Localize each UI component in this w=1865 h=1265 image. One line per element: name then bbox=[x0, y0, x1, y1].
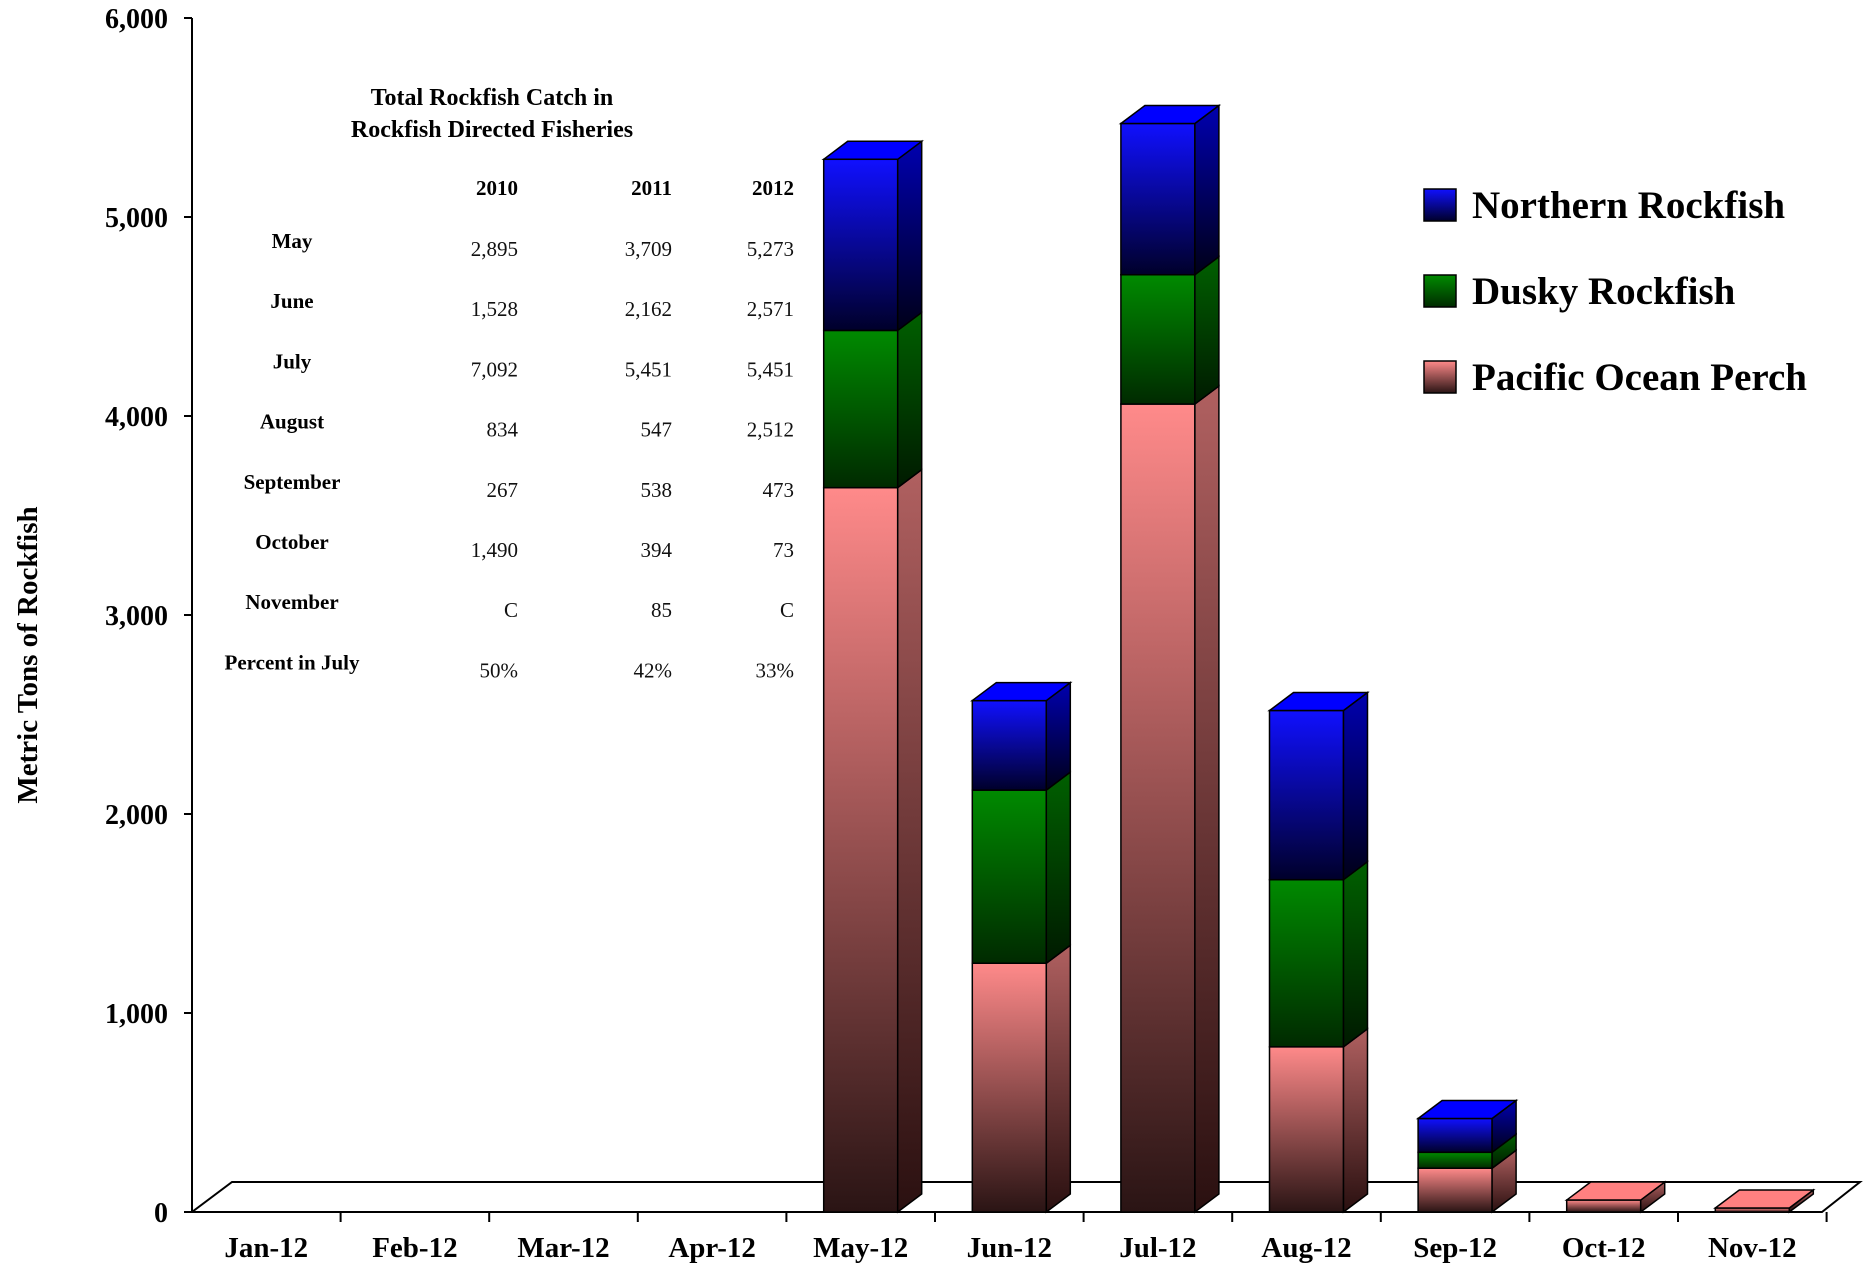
table-cell: 2,162 bbox=[625, 297, 672, 321]
table-cell: 3,709 bbox=[625, 237, 672, 261]
x-tick-label: May-12 bbox=[813, 1232, 908, 1264]
x-tick-label: Nov-12 bbox=[1708, 1232, 1797, 1264]
table-cell: 834 bbox=[487, 418, 519, 442]
y-tick-label: 2,000 bbox=[105, 800, 168, 831]
y-tick-label: 3,000 bbox=[105, 601, 168, 632]
legend-swatch bbox=[1423, 360, 1457, 394]
bar-segment-northern-rockfish bbox=[821, 139, 924, 332]
table-row-label: October bbox=[255, 530, 328, 554]
legend-item: Pacific Ocean Perch bbox=[1423, 356, 1807, 399]
bar-segment-northern-rockfish bbox=[970, 681, 1073, 792]
table-cell: 2,895 bbox=[471, 237, 518, 261]
table-title-line1: Total Rockfish Catch in bbox=[371, 85, 613, 111]
bar-segment-pacific-ocean-perch bbox=[1417, 1148, 1517, 1214]
bar-segment-northern-rockfish bbox=[1267, 691, 1370, 882]
table-cell: 538 bbox=[641, 478, 673, 502]
table-cell: C bbox=[504, 598, 518, 622]
x-tick-label: Jun-12 bbox=[967, 1232, 1052, 1264]
table-row-label: June bbox=[270, 289, 313, 313]
x-tick-label: Jul-12 bbox=[1119, 1232, 1196, 1264]
bar-segment-dusky-rockfish bbox=[1120, 255, 1220, 406]
x-tick-label: Jan-12 bbox=[224, 1232, 308, 1264]
table-cell: 2,571 bbox=[747, 297, 794, 321]
bar-segment-dusky-rockfish bbox=[1268, 860, 1369, 1049]
table-cell: C bbox=[780, 598, 794, 622]
table-title-line2: Rockfish Directed Fisheries bbox=[351, 117, 633, 143]
table-col-header: 2010 bbox=[476, 176, 518, 200]
x-ticks: Jan-12 Feb-12 Mar-12 Apr-12 May-12 Jun-12 Jul-… bbox=[224, 1212, 1828, 1264]
table-cell: 42% bbox=[634, 658, 673, 682]
table-cell: 1,490 bbox=[471, 538, 518, 562]
table-cell: 547 bbox=[641, 418, 673, 442]
table-cell: 473 bbox=[763, 478, 795, 502]
bar-segment-pacific-ocean-perch bbox=[822, 468, 923, 1214]
table-cell: 5,273 bbox=[747, 237, 794, 261]
y-tick-label: 4,000 bbox=[105, 402, 168, 433]
bar-segment-northern-rockfish bbox=[1118, 103, 1222, 277]
table-body: 2010 2011 2012 May 2,895 3,709 5,273 June 1,528 2… bbox=[225, 176, 794, 682]
bar-segment-dusky-rockfish bbox=[971, 770, 1072, 965]
bar-segment-pacific-ocean-perch bbox=[1268, 1027, 1369, 1214]
inset-table: Total Rockfish Catch in Rockfish Directe… bbox=[225, 85, 794, 682]
table-row-label: May bbox=[272, 229, 313, 253]
bars-group bbox=[821, 103, 1816, 1214]
legend-swatch bbox=[1423, 188, 1457, 222]
y-axis-label: Metric Tons of Rockfish bbox=[12, 506, 44, 803]
legend: Northern Rockfish Dusky Rockfish Pacific O… bbox=[1423, 184, 1807, 399]
legend-label: Dusky Rockfish bbox=[1472, 270, 1736, 313]
legend-swatch bbox=[1423, 274, 1457, 308]
y-tick-label: 5,000 bbox=[105, 203, 168, 234]
table-cell: 267 bbox=[487, 478, 519, 502]
y-ticks: 0 1,000 2,000 3,000 4,000 5,000 6,000 bbox=[105, 4, 192, 1229]
table-row-label: November bbox=[245, 590, 338, 614]
x-tick-label: Oct-12 bbox=[1562, 1232, 1646, 1264]
legend-item: Northern Rockfish bbox=[1423, 184, 1785, 227]
y-tick-label: 1,000 bbox=[105, 999, 168, 1030]
bar-segment-northern-rockfish bbox=[1415, 1098, 1519, 1154]
y-tick-label: 6,000 bbox=[105, 4, 168, 35]
bar-segment-dusky-rockfish bbox=[822, 310, 923, 490]
table-cell: 2,512 bbox=[747, 418, 794, 442]
bar-segment-pacific-ocean-perch bbox=[1120, 384, 1220, 1214]
x-tick-label: Mar-12 bbox=[517, 1232, 609, 1264]
table-cell: 50% bbox=[480, 658, 519, 682]
table-cell: 1,528 bbox=[471, 297, 518, 321]
legend-item: Dusky Rockfish bbox=[1423, 270, 1736, 313]
bar-segment-pacific-ocean-perch bbox=[1713, 1188, 1816, 1214]
x-tick-label: Feb-12 bbox=[372, 1232, 457, 1264]
table-cell: 33% bbox=[756, 658, 795, 682]
table-col-header: 2011 bbox=[631, 176, 672, 200]
table-cell: 7,092 bbox=[471, 357, 518, 381]
table-cell: 5,451 bbox=[747, 357, 794, 381]
table-row-label: August bbox=[260, 410, 324, 434]
table-row-label: Percent in July bbox=[225, 650, 360, 674]
x-tick-label: Sep-12 bbox=[1413, 1232, 1497, 1264]
table-cell: 5,451 bbox=[625, 357, 672, 381]
table-row-label: September bbox=[244, 470, 341, 494]
y-tick-label: 0 bbox=[154, 1198, 168, 1229]
table-cell: 85 bbox=[651, 598, 672, 622]
legend-label: Pacific Ocean Perch bbox=[1472, 356, 1807, 399]
table-row-label: July bbox=[273, 349, 312, 373]
table-col-header: 2012 bbox=[752, 176, 794, 200]
x-tick-label: Aug-12 bbox=[1261, 1232, 1351, 1264]
bar-segment-pacific-ocean-perch bbox=[1564, 1180, 1667, 1214]
bar-segment-pacific-ocean-perch bbox=[971, 943, 1072, 1214]
table-cell: 394 bbox=[641, 538, 673, 562]
x-tick-label: Apr-12 bbox=[668, 1232, 756, 1264]
table-cell: 73 bbox=[773, 538, 794, 562]
legend-label: Northern Rockfish bbox=[1472, 184, 1785, 227]
